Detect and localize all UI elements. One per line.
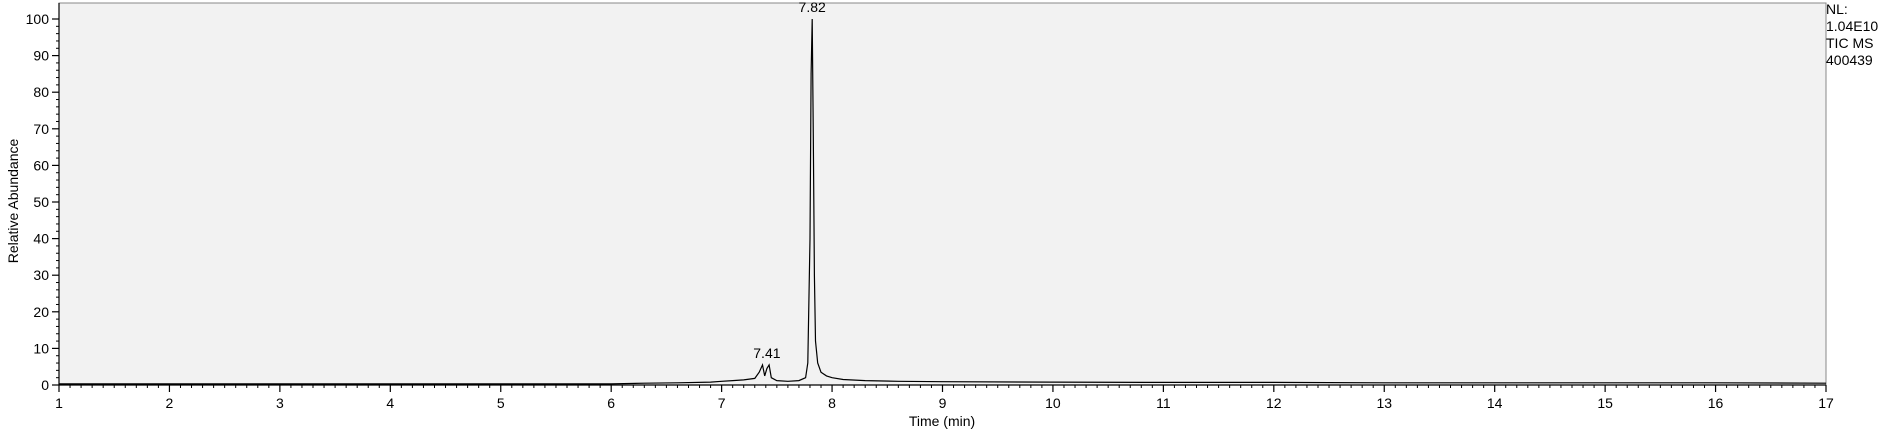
y-tick-label: 100: [26, 11, 50, 27]
x-tick-label: 6: [607, 395, 615, 411]
y-tick-label: 80: [33, 84, 49, 100]
x-tick-label: 17: [1818, 395, 1834, 411]
x-tick-label: 12: [1266, 395, 1282, 411]
y-tick-label: 90: [33, 48, 49, 64]
x-tick-label: 1: [55, 395, 63, 411]
peak-label: 7.82: [799, 0, 826, 15]
sample-id: 400439: [1826, 52, 1873, 68]
y-tick-label: 30: [33, 267, 49, 283]
y-tick-label: 20: [33, 304, 49, 320]
x-tick-label: 3: [276, 395, 284, 411]
y-tick-label: 70: [33, 121, 49, 137]
peak-label: 7.41: [753, 345, 780, 361]
x-tick-label: 14: [1487, 395, 1503, 411]
nl-value: 1.04E10: [1826, 18, 1879, 34]
y-axis-label: Relative Abundance: [5, 139, 21, 264]
tic-trace: [59, 18, 1827, 385]
x-tick-label: 4: [386, 395, 394, 411]
x-tick-label: 15: [1597, 395, 1613, 411]
normalization-info: NL: 1.04E10 TIC MS 400439: [1826, 1, 1878, 69]
x-tick-label: 13: [1376, 395, 1392, 411]
y-tick-label: 0: [41, 377, 49, 393]
x-tick-label: 5: [497, 395, 505, 411]
y-tick-label: 60: [33, 157, 49, 173]
plot-area: [58, 2, 1827, 386]
x-tick-label: 11: [1156, 395, 1171, 411]
x-tick-label: 2: [166, 395, 174, 411]
x-tick-label: 16: [1708, 395, 1724, 411]
x-tick-label: 8: [828, 395, 836, 411]
x-tick-label: 10: [1045, 395, 1061, 411]
x-axis-label: Time (min): [909, 413, 975, 429]
scan-type: TIC MS: [1826, 35, 1874, 51]
y-tick-label: 10: [33, 340, 49, 356]
y-tick-label: 40: [33, 231, 49, 247]
y-tick-label: 50: [33, 194, 49, 210]
nl-label: NL:: [1826, 1, 1848, 17]
x-tick-label: 9: [939, 395, 947, 411]
x-tick-label: 7: [718, 395, 726, 411]
